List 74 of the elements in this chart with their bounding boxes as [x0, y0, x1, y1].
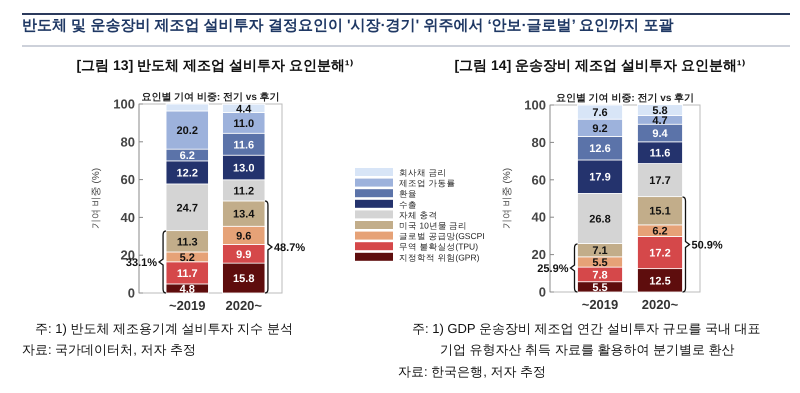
chart-subtitle: 요인별 기여 비중: 전기 vs 후기	[556, 93, 694, 104]
data-label: 15.8	[233, 273, 254, 286]
text: 자료: 국가데이터처, 저자 추정	[22, 342, 196, 357]
data-label: 4.7	[652, 114, 668, 127]
x-tick-label: ~2019	[582, 297, 618, 312]
text: 주: 1) GDP 운송장비 제조업 연간 설비투자 규모를 국내 대표 기업 유형자산 취득 자료를 활용하여 분기별로 환산	[412, 321, 761, 357]
y-tick-label: 60	[120, 172, 135, 188]
data-label: 7.6	[592, 107, 608, 120]
data-label: 9.6	[236, 230, 252, 242]
x-tick-label: 2020~	[225, 298, 262, 313]
annotation: 25.9%	[537, 263, 569, 275]
text: 주: 1) 반도체 제조용기계 설비투자 지수 분석	[35, 321, 293, 336]
data-label: 5.5	[592, 282, 608, 294]
y-tick-label: 60	[532, 172, 546, 188]
chart-subtitle: 요인별 기여 비중: 전기 vs 후기	[141, 92, 280, 103]
data-label: 9.2	[592, 122, 608, 135]
data-label: 6.2	[652, 226, 668, 238]
data-label: 26.8	[589, 214, 611, 226]
chart-title: [그림 13] 반도체 제조업 설비투자 요인분해¹⁾	[76, 57, 354, 73]
data-label: 6.2	[180, 150, 195, 162]
y-tick-label: 100	[524, 98, 546, 112]
data-label: 15.1	[649, 206, 671, 218]
data-label: 5.5	[592, 256, 608, 269]
data-label: 11.2	[233, 185, 254, 198]
y-tick-label: 20	[532, 247, 546, 262]
bar	[166, 110, 209, 150]
text: 자료: 한국은행, 저자 추정	[398, 364, 546, 379]
y-tick-label: 100	[113, 96, 135, 112]
data-label: 12.5	[649, 275, 671, 288]
data-label: 17.7	[649, 175, 671, 188]
annotation: 48.7%	[274, 242, 306, 254]
text: 반도체 및 운송장비 제조업 설비투자 결정요인이 '시장·경기' 위주에서 ‘안보·글로벌’ 요인까지 포괄	[22, 17, 674, 34]
data-label: 20.2	[176, 125, 198, 138]
legend-label: 환율	[399, 188, 417, 199]
data-label: 17.2	[649, 248, 671, 260]
data-label: 13.4	[233, 208, 256, 221]
y-tick-label: 80	[120, 134, 135, 150]
data-label: 7.8	[592, 269, 608, 282]
legend-label: 무역 불확실성(TPU)	[399, 242, 478, 252]
legend-label: 미국 10년물 금리	[399, 220, 468, 230]
data-label: 24.7	[176, 202, 198, 214]
y-tick-label: 0	[128, 286, 135, 300]
data-label: 11.6	[233, 139, 254, 152]
y-tick-label: 40	[532, 210, 546, 225]
x-tick-label: 2020~	[642, 297, 679, 312]
y-tick-label: 80	[532, 134, 546, 150]
y-axis-title: 기여 비중 (%)	[91, 168, 102, 230]
legend-label: 글로벌 공급망(GSCPI	[399, 231, 485, 242]
legend-label: 자체 충격	[399, 210, 438, 220]
data-label: 4.4	[236, 103, 252, 116]
data-label: 4.8	[180, 283, 195, 296]
data-label: 11.0	[233, 118, 254, 130]
data-label: 13.0	[233, 162, 254, 175]
data-label: 9.9	[236, 248, 252, 261]
annotation: 50.9%	[692, 240, 723, 252]
y-tick-label: 40	[120, 210, 135, 225]
data-label: 11.6	[650, 148, 670, 160]
data-label: 11.7	[176, 268, 198, 280]
data-label: 12.6	[589, 143, 611, 156]
data-label: 5.2	[180, 252, 195, 264]
data-label: 12.2	[176, 167, 198, 180]
legend-label: 제조업 가동률	[399, 178, 456, 188]
legend-label: 지정학적 위험(GPR)	[399, 252, 480, 262]
data-label: 9.4	[652, 128, 669, 140]
y-tick-label: 0	[538, 284, 546, 300]
chart-title: [그림 14] 운송장비 제조업 설비투자 요인분해¹⁾	[454, 57, 746, 73]
data-label: 11.3	[176, 236, 198, 248]
x-tick-label: ~2019	[168, 298, 206, 313]
legend-label: 수출	[399, 199, 417, 210]
y-axis-title: 기여 비중 (%)	[502, 168, 513, 230]
data-label: 5.8	[652, 105, 668, 118]
legend-label: 회사채 금리	[399, 168, 446, 178]
data-label: 7.1	[592, 245, 608, 258]
data-label: 17.9	[589, 172, 611, 184]
